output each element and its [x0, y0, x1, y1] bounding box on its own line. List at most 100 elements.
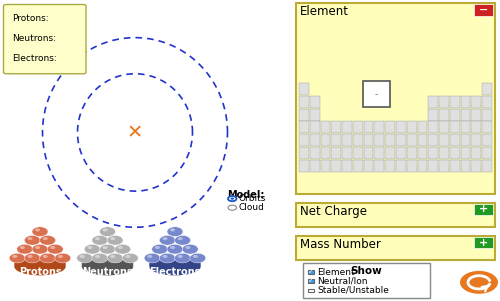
Circle shape [40, 253, 56, 263]
FancyBboxPatch shape [299, 83, 309, 95]
Circle shape [185, 246, 190, 249]
FancyBboxPatch shape [460, 121, 470, 133]
Circle shape [147, 255, 152, 258]
FancyBboxPatch shape [439, 121, 449, 133]
Circle shape [162, 255, 168, 258]
FancyBboxPatch shape [472, 147, 481, 159]
FancyBboxPatch shape [342, 121, 352, 133]
FancyBboxPatch shape [353, 147, 362, 159]
Circle shape [167, 244, 183, 254]
FancyBboxPatch shape [299, 160, 309, 172]
Circle shape [88, 246, 92, 249]
Circle shape [110, 237, 116, 240]
FancyBboxPatch shape [482, 160, 492, 172]
Circle shape [178, 237, 183, 240]
FancyBboxPatch shape [374, 134, 384, 146]
FancyBboxPatch shape [308, 270, 314, 275]
Text: Electrons:: Electrons: [12, 54, 57, 63]
FancyBboxPatch shape [396, 121, 406, 133]
Text: Protons:: Protons: [12, 14, 49, 23]
Circle shape [100, 244, 116, 254]
FancyBboxPatch shape [364, 147, 374, 159]
Text: Neutrons:: Neutrons: [12, 34, 56, 43]
Circle shape [95, 237, 100, 240]
Text: Orbits: Orbits [238, 194, 266, 203]
FancyBboxPatch shape [428, 160, 438, 172]
Text: Model:: Model: [228, 190, 265, 200]
FancyBboxPatch shape [353, 134, 362, 146]
FancyBboxPatch shape [332, 121, 341, 133]
Circle shape [102, 246, 108, 249]
Polygon shape [82, 257, 132, 275]
FancyBboxPatch shape [439, 134, 449, 146]
FancyBboxPatch shape [482, 121, 492, 133]
Circle shape [92, 253, 108, 263]
FancyBboxPatch shape [353, 160, 362, 172]
Circle shape [95, 255, 100, 258]
FancyBboxPatch shape [353, 121, 362, 133]
Circle shape [152, 244, 168, 254]
FancyBboxPatch shape [362, 81, 390, 107]
Text: Neutral/Ion: Neutral/Ion [318, 277, 368, 286]
Text: Neutrons: Neutrons [82, 267, 133, 277]
Circle shape [50, 246, 56, 249]
FancyBboxPatch shape [428, 147, 438, 159]
FancyBboxPatch shape [472, 160, 481, 172]
Circle shape [228, 196, 236, 201]
Circle shape [114, 244, 130, 254]
FancyBboxPatch shape [482, 147, 492, 159]
Polygon shape [15, 257, 65, 275]
Circle shape [118, 246, 123, 249]
FancyBboxPatch shape [418, 160, 428, 172]
FancyBboxPatch shape [320, 134, 330, 146]
FancyBboxPatch shape [396, 134, 406, 146]
FancyBboxPatch shape [472, 121, 481, 133]
Circle shape [28, 237, 32, 240]
Circle shape [102, 228, 108, 231]
Circle shape [122, 253, 138, 263]
FancyBboxPatch shape [374, 147, 384, 159]
FancyBboxPatch shape [460, 134, 470, 146]
Polygon shape [150, 257, 200, 275]
FancyBboxPatch shape [332, 160, 341, 172]
FancyBboxPatch shape [439, 109, 449, 121]
Circle shape [107, 253, 123, 263]
Circle shape [190, 253, 206, 263]
Circle shape [92, 235, 108, 245]
Text: Mass Number: Mass Number [300, 238, 381, 251]
Circle shape [42, 255, 48, 258]
FancyBboxPatch shape [310, 134, 320, 146]
FancyBboxPatch shape [302, 263, 430, 298]
FancyBboxPatch shape [332, 147, 341, 159]
FancyBboxPatch shape [472, 134, 481, 146]
Circle shape [35, 228, 40, 231]
FancyBboxPatch shape [439, 147, 449, 159]
FancyBboxPatch shape [472, 109, 481, 121]
FancyBboxPatch shape [4, 5, 86, 74]
FancyBboxPatch shape [299, 109, 309, 121]
FancyBboxPatch shape [407, 160, 416, 172]
Text: Cloud: Cloud [238, 203, 264, 212]
FancyBboxPatch shape [310, 109, 320, 121]
FancyBboxPatch shape [482, 109, 492, 121]
FancyBboxPatch shape [385, 121, 395, 133]
FancyBboxPatch shape [342, 160, 352, 172]
FancyBboxPatch shape [320, 160, 330, 172]
FancyBboxPatch shape [364, 134, 374, 146]
FancyBboxPatch shape [450, 96, 460, 108]
Text: Element: Element [300, 5, 349, 18]
FancyBboxPatch shape [374, 160, 384, 172]
Text: −: − [479, 5, 488, 15]
Circle shape [47, 244, 63, 254]
Circle shape [182, 244, 198, 254]
Circle shape [167, 227, 183, 237]
FancyBboxPatch shape [482, 96, 492, 108]
FancyBboxPatch shape [342, 134, 352, 146]
FancyBboxPatch shape [320, 121, 330, 133]
FancyBboxPatch shape [460, 147, 470, 159]
FancyBboxPatch shape [310, 160, 320, 172]
Circle shape [24, 235, 40, 245]
Text: +: + [479, 204, 488, 215]
Circle shape [80, 255, 85, 258]
Circle shape [100, 227, 116, 237]
